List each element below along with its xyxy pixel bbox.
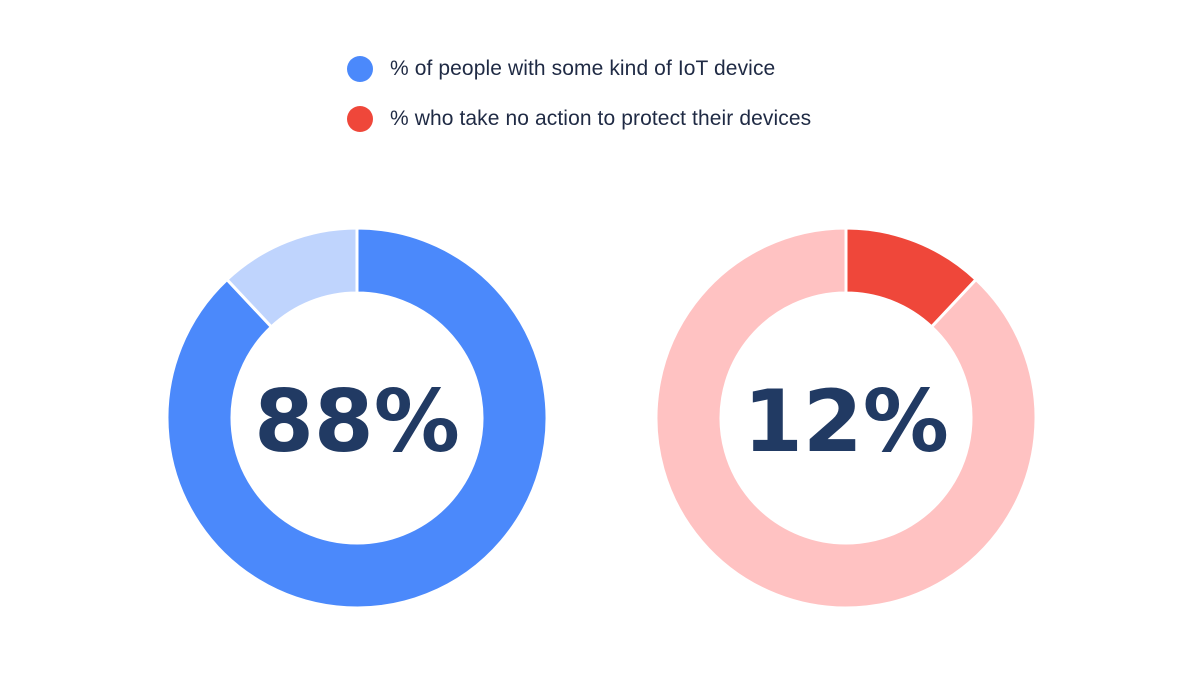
center-value-label: 88%: [254, 372, 460, 472]
legend-label: % who take no action to protect their de…: [390, 107, 812, 130]
legend-swatch-red: [347, 106, 373, 132]
donut-chart-no-protection: [654, 226, 1038, 610]
legend: % of people with some kind of IoT device…: [347, 52, 811, 152]
center-value-label: 12%: [743, 372, 949, 472]
legend-label: % of people with some kind of IoT device: [390, 57, 776, 80]
donut-slice-88: [654, 226, 1038, 610]
donut-slice-88: [165, 226, 549, 610]
donut-slice-12: [224, 226, 359, 329]
donut-chart-iot-ownership: [165, 226, 549, 610]
legend-item-no-action: % who take no action to protect their de…: [347, 102, 811, 136]
legend-swatch-blue: [347, 56, 373, 82]
legend-item-iot-device: % of people with some kind of IoT device: [347, 52, 811, 86]
